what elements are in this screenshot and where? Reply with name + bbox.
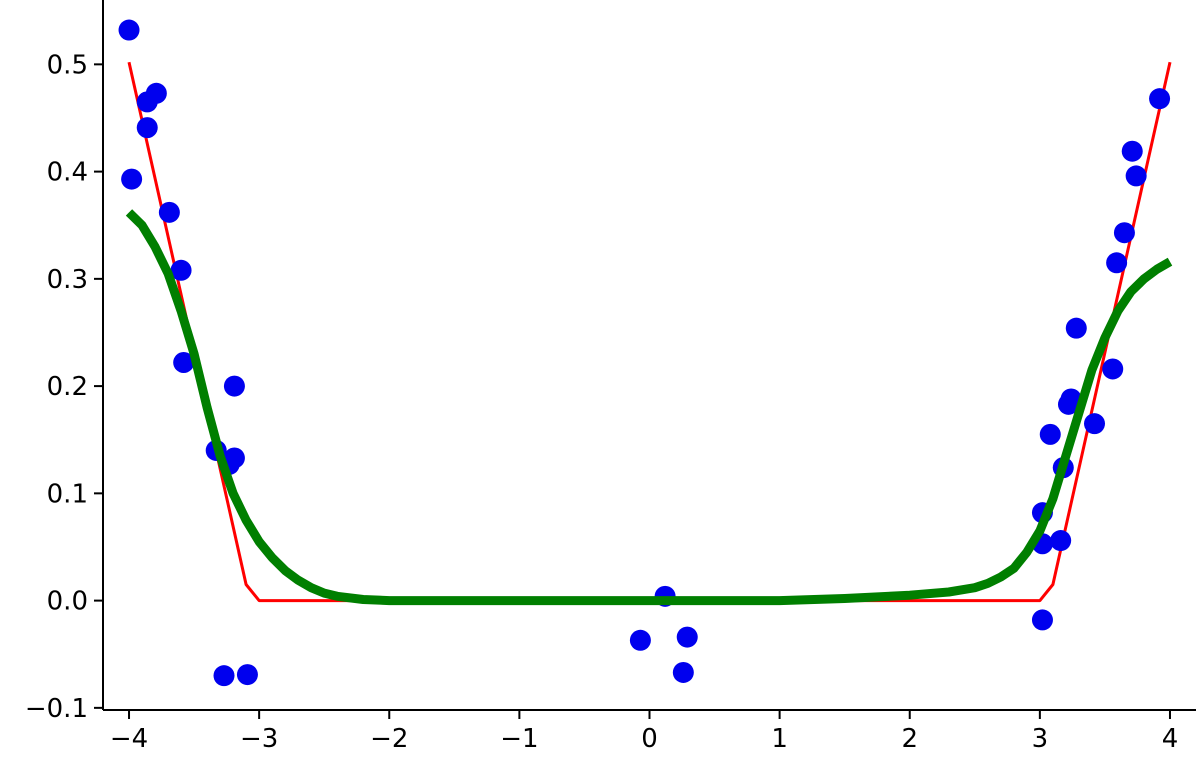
data-point bbox=[672, 661, 694, 683]
data-point bbox=[136, 117, 158, 139]
x-tick-label: 4 bbox=[1162, 724, 1179, 754]
data-point bbox=[118, 19, 140, 41]
x-tick-label: −3 bbox=[240, 724, 278, 754]
data-point bbox=[1060, 388, 1082, 410]
x-tick-label: 1 bbox=[771, 724, 788, 754]
data-point bbox=[170, 259, 192, 281]
data-point bbox=[213, 665, 235, 687]
axes: −4 −3 −2 −1 0 1 2 3 4 −0.1 0.0 0.1 0.2 0.3 0.4 0.5 bbox=[25, 0, 1196, 754]
red-true-line bbox=[127, 61, 1172, 603]
x-tick-label: 0 bbox=[641, 724, 658, 754]
y-tick-label: 0.0 bbox=[47, 587, 88, 617]
data-point bbox=[629, 629, 651, 651]
x-tick-label: 3 bbox=[1032, 724, 1049, 754]
plot-area bbox=[118, 19, 1173, 687]
y-tick-label: 0.4 bbox=[47, 158, 88, 188]
data-point bbox=[1039, 423, 1061, 445]
data-point bbox=[1121, 140, 1143, 162]
y-tick-label: 0.1 bbox=[47, 479, 88, 509]
data-point bbox=[1113, 222, 1135, 244]
data-point bbox=[1125, 165, 1147, 187]
x-tick-label: 2 bbox=[901, 724, 918, 754]
data-point bbox=[121, 168, 143, 190]
x-tick-label: −4 bbox=[110, 724, 148, 754]
y-tick-label: −0.1 bbox=[25, 694, 88, 724]
data-point bbox=[1031, 609, 1053, 631]
data-point bbox=[1106, 252, 1128, 274]
data-point bbox=[145, 82, 167, 104]
y-tick-label: 0.5 bbox=[47, 50, 88, 80]
data-point bbox=[1084, 413, 1106, 435]
data-point bbox=[1065, 317, 1087, 339]
data-point bbox=[1050, 530, 1072, 552]
x-tick-label: −2 bbox=[370, 724, 408, 754]
data-point bbox=[158, 201, 180, 223]
x-tick-label: −1 bbox=[500, 724, 538, 754]
y-tick-label: 0.2 bbox=[47, 372, 88, 402]
data-point bbox=[223, 447, 245, 469]
data-point bbox=[1102, 358, 1124, 380]
data-point bbox=[173, 352, 195, 374]
green-fit-line bbox=[125, 209, 1173, 606]
data-point bbox=[676, 626, 698, 648]
data-point bbox=[223, 375, 245, 397]
data-point bbox=[236, 664, 258, 686]
y-tick-label: 0.3 bbox=[47, 265, 88, 295]
data-point bbox=[1149, 88, 1171, 110]
